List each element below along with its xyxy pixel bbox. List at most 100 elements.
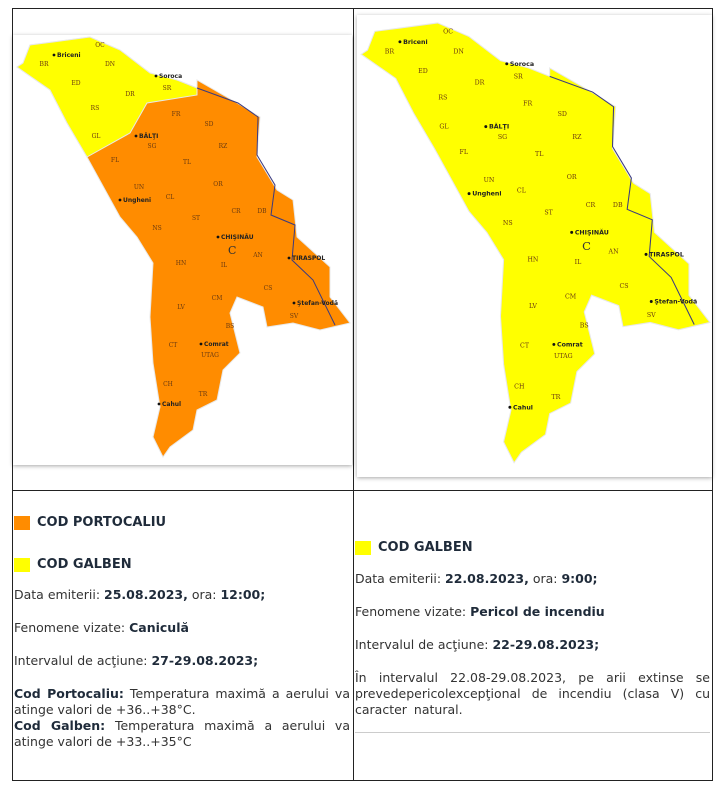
district-label: CM (565, 293, 577, 300)
district-label: DR (475, 80, 485, 87)
district-label: SD (558, 111, 567, 118)
district-label: RS (438, 94, 447, 101)
city-dot-icon (467, 192, 471, 196)
city-label: Briceni (403, 39, 428, 46)
city-dot-icon (484, 125, 488, 129)
city-label: Briceni (57, 52, 81, 59)
district-label: HN (176, 260, 186, 267)
district-label: CM (212, 295, 223, 302)
district-label: ED (71, 80, 80, 87)
district-label: LV (177, 304, 185, 311)
district-label: IL (575, 259, 582, 266)
district-label: TR (199, 391, 208, 398)
district-label: RZ (572, 134, 582, 141)
district-label: RS (91, 105, 100, 112)
river-line (549, 75, 695, 325)
country-region (360, 22, 711, 464)
district-label: CR (231, 208, 241, 215)
issue-date: Data emiterii: 22.08.2023, ora: 9:00; (355, 571, 598, 586)
city-label: Cahul (513, 404, 533, 411)
city-dot-icon (570, 230, 574, 234)
city-dot-icon (287, 256, 291, 260)
city-dot-icon (644, 252, 648, 256)
district-label: TL (535, 151, 544, 158)
district-label: UN (134, 184, 144, 191)
district-label: OR (213, 181, 223, 188)
city-label: CHIŞINĂU (575, 227, 609, 236)
district-label: OC (443, 28, 453, 35)
district-label: OC (95, 42, 105, 49)
city-dot-icon (292, 301, 296, 305)
right-warning-text: COD GALBEN Data emiterii: 22.08.2023, or… (355, 540, 710, 733)
city-dot-icon (157, 402, 161, 406)
divider (355, 732, 710, 733)
district-label: SR (514, 73, 523, 80)
city-label: BĂLŢI (139, 133, 158, 140)
orange-description: Cod Portocaliu: Temperatura maximă a aer… (14, 686, 350, 717)
district-label: CT (169, 342, 178, 349)
city-dot-icon (134, 134, 138, 138)
city-label: Soroca (159, 73, 182, 80)
district-label: LV (529, 303, 537, 310)
city-label: TIRASPOL (649, 251, 684, 258)
heat-warning-map: BR OC DN ED SR DR RS FR SD GL SG RZ FL TL OR UN CL CR DB ST… (13, 35, 352, 465)
district-label: SV (647, 312, 656, 319)
capital-label: C (582, 239, 591, 253)
right-text-cell (353, 490, 713, 781)
district-label: ED (418, 68, 428, 75)
city-dot-icon (505, 62, 509, 66)
district-label: IL (221, 262, 227, 269)
district-label: UN (484, 177, 495, 184)
district-label: DN (105, 61, 115, 68)
city-label: Comrat (557, 342, 583, 349)
district-label: BS (580, 323, 589, 330)
yellow-description: Cod Galben: Temperatura maximă a aerului… (14, 718, 350, 749)
district-label: DB (257, 208, 267, 215)
city-label: BĂLŢI (489, 122, 509, 131)
district-label: OR (567, 174, 577, 181)
district-label: ST (544, 210, 553, 217)
district-label: SV (290, 313, 299, 320)
legend-yellow: COD GALBEN (355, 540, 710, 556)
district-label: SD (205, 121, 214, 128)
legend-label: COD GALBEN (378, 540, 473, 555)
river-line (196, 87, 336, 326)
district-label: BR (40, 61, 49, 68)
city-dot-icon (398, 40, 402, 44)
city-dot-icon (216, 235, 220, 239)
district-label: SG (148, 143, 157, 150)
district-label: TR (552, 394, 561, 401)
district-label: CR (586, 202, 596, 209)
district-label: RZ (219, 143, 228, 150)
city-dot-icon (508, 405, 512, 409)
north-region-yellow (16, 36, 198, 158)
district-label: UTAG (201, 352, 219, 359)
district-label: AN (252, 252, 263, 259)
district-label: CS (619, 283, 628, 290)
district-label: CT (520, 343, 530, 350)
district-label: GL (439, 124, 449, 131)
district-label: FR (172, 111, 181, 118)
yellow-swatch-icon (355, 541, 371, 555)
district-label: FL (460, 149, 469, 156)
district-label: TL (183, 159, 191, 166)
district-label: UTAG (554, 353, 573, 360)
city-label: TIRASPOL (292, 255, 325, 262)
city-dot-icon (649, 300, 653, 303)
phenomena: Fenomene vizate: Caniculă (14, 620, 189, 635)
district-label: BS (226, 323, 235, 330)
legend-label: COD GALBEN (37, 557, 132, 572)
interval: Intervalul de acţiune: 22-29.08.2023; (355, 637, 600, 652)
city-label: Ştefan-Vodă (297, 300, 338, 307)
city-label: Cahul (162, 401, 181, 408)
city-dot-icon (552, 342, 556, 346)
orange-swatch-icon (14, 516, 30, 530)
legend-yellow: COD GALBEN (14, 557, 350, 573)
district-label: SG (498, 134, 507, 141)
city-label: CHIŞINĂU (221, 234, 254, 241)
district-label: GL (92, 133, 101, 140)
district-label: FL (111, 157, 119, 164)
district-label: AN (608, 248, 620, 255)
fire-description: În intervalul 22.08-29.08.2023, pe arii … (355, 670, 710, 717)
